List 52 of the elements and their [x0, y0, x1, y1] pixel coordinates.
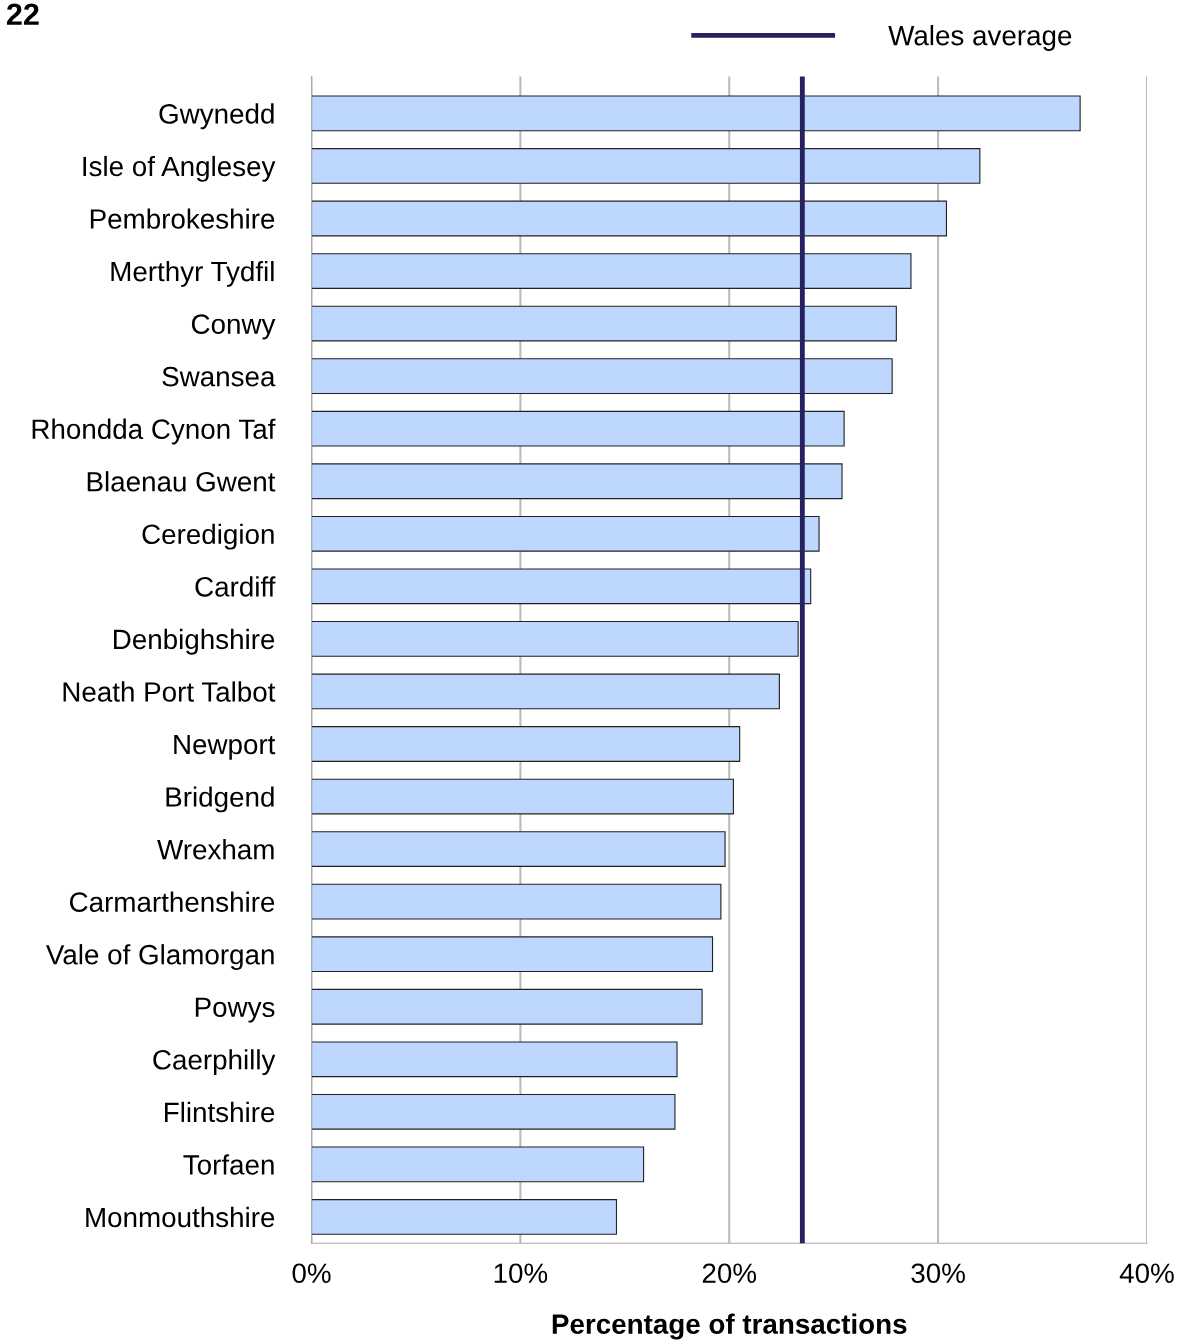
text: 22 — [6, 3, 39, 25]
y-tick-label: Conwy — [191, 314, 276, 340]
y-tick-label: Isle of Anglesey — [83, 155, 276, 182]
y-tick-label: Pembrokeshire — [90, 208, 275, 229]
y-tick-label: Gwynedd — [159, 103, 274, 130]
y-tick-label: Newport — [174, 734, 276, 760]
bar — [311, 778, 734, 815]
bar — [311, 726, 741, 762]
bar — [311, 620, 799, 657]
bar — [311, 831, 726, 867]
y-tick-label: Bridgend — [166, 786, 274, 813]
x-tick-label: 0% — [292, 1263, 331, 1284]
bar — [311, 253, 912, 289]
x-tick-label: 30% — [911, 1263, 965, 1284]
y-tick-label: Swansea — [162, 366, 276, 387]
x-tick-label: 20% — [702, 1263, 757, 1284]
bar — [311, 463, 843, 500]
y-tick-label: Blaenau Gwent — [87, 471, 276, 492]
y-tick-label: Ceredigion — [142, 523, 274, 550]
bar — [311, 148, 981, 184]
y-tick-label: Rhondda Cynon Taf — [32, 418, 276, 445]
bar — [311, 1146, 645, 1183]
y-tick-label: Torfaen — [183, 1154, 274, 1175]
bar — [311, 1041, 678, 1078]
bar — [311, 1199, 618, 1235]
bar — [311, 200, 948, 237]
y-tick-label: Carmarthenshire — [69, 891, 275, 912]
bar — [311, 673, 780, 710]
bar — [311, 988, 703, 1025]
y-tick-label: Merthyr Tydfil — [111, 260, 274, 287]
bar — [311, 305, 897, 342]
y-tick-label: Monmouthshire — [86, 1206, 275, 1228]
y-tick-label: Caerphilly — [153, 1049, 276, 1076]
x-axis-title: Percentage of transactions — [552, 1313, 907, 1340]
y-tick-label: Powys — [195, 997, 275, 1023]
bar — [311, 1093, 676, 1130]
y-tick-label: Cardiff — [195, 576, 276, 597]
x-tick-label: 10% — [494, 1263, 548, 1284]
bar — [311, 95, 1081, 132]
y-tick-label: Denbighshire — [114, 628, 275, 655]
y-tick-label: Wrexham — [157, 839, 274, 860]
x-tick-label: 40% — [1119, 1263, 1174, 1284]
legend-label: Wales average — [888, 25, 1072, 51]
bar — [311, 936, 714, 973]
y-tick-label: Flintshire — [165, 1101, 275, 1123]
bar — [311, 883, 722, 920]
bar — [311, 410, 845, 447]
bar — [311, 358, 893, 395]
y-tick-label: Neath Port Talbot — [63, 681, 276, 702]
bar — [311, 568, 812, 605]
y-tick-label: Vale of Glamorgan — [45, 944, 274, 971]
bar — [311, 515, 820, 552]
